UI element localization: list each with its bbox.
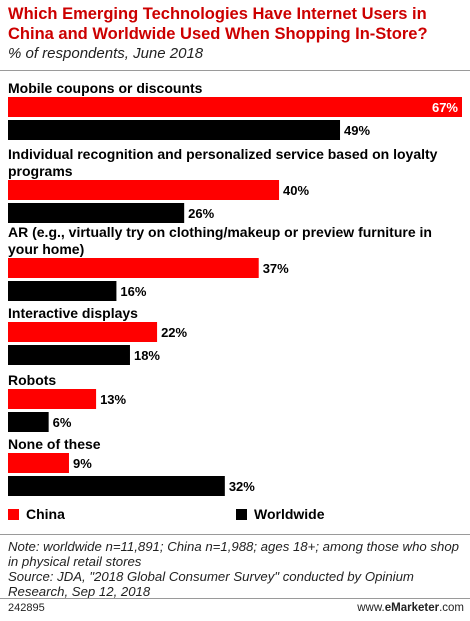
legend-item-china: China bbox=[8, 506, 65, 522]
value-label-worldwide: 49% bbox=[344, 123, 370, 138]
bottom-divider bbox=[0, 534, 470, 535]
bar-worldwide bbox=[8, 345, 130, 365]
category-label: Individual recognition and personalized … bbox=[8, 146, 438, 179]
brand-suffix: .com bbox=[439, 602, 464, 614]
bar-worldwide bbox=[8, 476, 225, 496]
value-label-worldwide: 6% bbox=[53, 415, 72, 430]
value-label-worldwide: 32% bbox=[229, 479, 255, 494]
value-label-worldwide: 26% bbox=[188, 206, 214, 221]
value-label-china: 9% bbox=[73, 456, 92, 471]
top-divider bbox=[0, 70, 470, 71]
note-text: Note: worldwide n=11,891; China n=1,988;… bbox=[8, 539, 460, 569]
brand-name: eMarketer bbox=[384, 602, 440, 614]
bar-china bbox=[8, 180, 280, 200]
legend: China Worldwide bbox=[0, 506, 470, 526]
value-label-china: 40% bbox=[283, 183, 309, 198]
bar-worldwide bbox=[8, 412, 49, 432]
value-label-china: 67% bbox=[432, 100, 458, 115]
value-label-worldwide: 18% bbox=[134, 348, 160, 363]
chart-title: Which Emerging Technologies Have Interne… bbox=[8, 5, 428, 43]
bar-chart: Mobile coupons or discounts 67% 49% Individ… bbox=[8, 80, 462, 496]
category-label: None of these bbox=[8, 436, 101, 452]
legend-swatch-worldwide bbox=[236, 508, 247, 520]
bar-china bbox=[8, 322, 158, 342]
source-text: Source: JDA, "2018 Global Consumer Surve… bbox=[8, 569, 414, 599]
value-label-china: 22% bbox=[161, 325, 187, 340]
brand-prefix: www. bbox=[357, 602, 385, 614]
chart-id: 242895 bbox=[8, 602, 45, 614]
category-label: AR (e.g., virtually try on clothing/make… bbox=[8, 224, 432, 257]
chart-subtitle: % of respondents, June 2018 bbox=[8, 45, 204, 62]
value-label-worldwide: 16% bbox=[120, 284, 146, 299]
bar-worldwide bbox=[8, 281, 117, 301]
category-label: Interactive displays bbox=[8, 305, 138, 321]
bar-china bbox=[8, 97, 462, 117]
footer: 242895 www.eMarketer.com bbox=[8, 602, 464, 614]
category-label: Mobile coupons or discounts bbox=[8, 80, 203, 96]
legend-label-worldwide: Worldwide bbox=[254, 506, 325, 522]
bar-china bbox=[8, 258, 259, 278]
legend-swatch-china bbox=[8, 508, 19, 520]
bar-worldwide bbox=[8, 203, 185, 223]
footer-divider bbox=[0, 598, 470, 599]
legend-item-worldwide: Worldwide bbox=[236, 506, 325, 522]
brand-link[interactable]: www.eMarketer.com bbox=[357, 602, 464, 614]
legend-label-china: China bbox=[26, 506, 65, 522]
value-label-china: 13% bbox=[100, 392, 126, 407]
bar-china bbox=[8, 453, 69, 473]
value-label-china: 37% bbox=[263, 261, 289, 276]
bar-worldwide bbox=[8, 120, 341, 140]
category-label: Robots bbox=[8, 372, 56, 388]
chart-notes: Note: worldwide n=11,891; China n=1,988;… bbox=[8, 539, 464, 599]
bar-china bbox=[8, 389, 97, 409]
